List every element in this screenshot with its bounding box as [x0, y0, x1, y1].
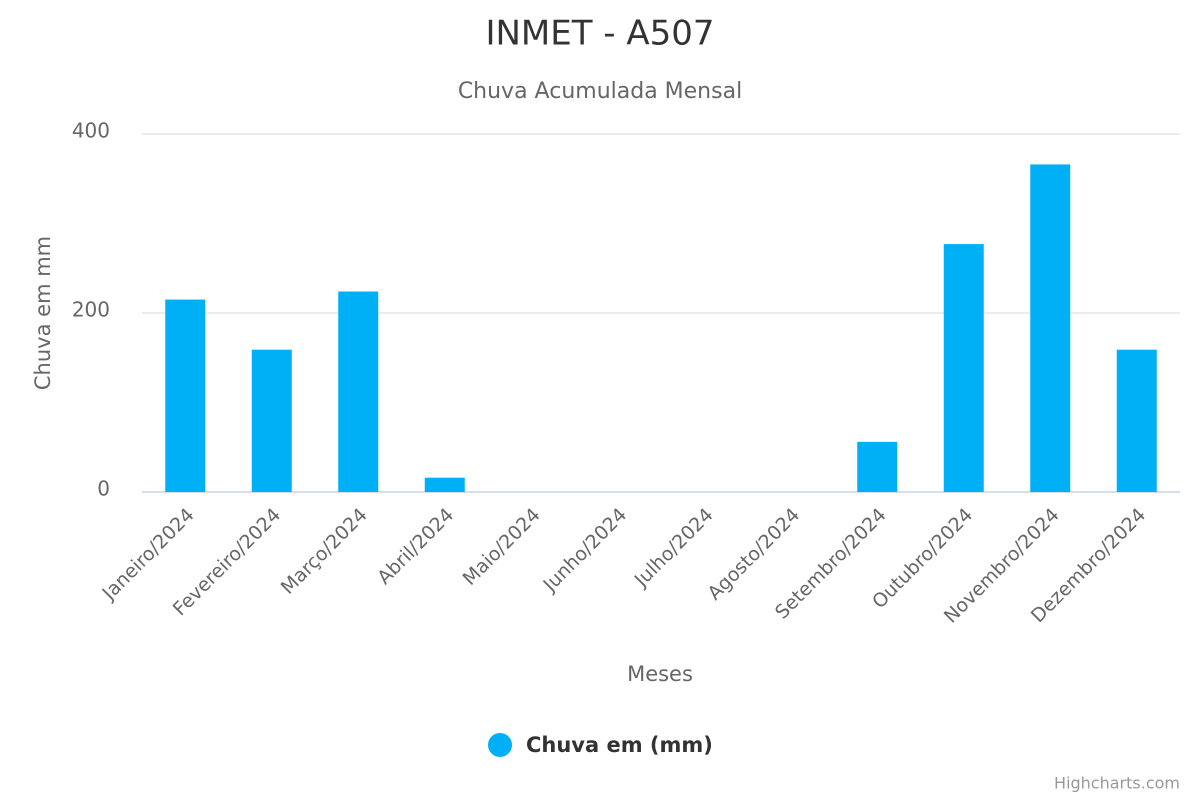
bar	[338, 291, 379, 492]
x-tick-label: Maio/2024	[459, 504, 545, 590]
y-tick-label: 0	[97, 477, 110, 501]
y-axis-title: Chuva em mm	[31, 236, 55, 390]
bar	[424, 477, 465, 492]
x-tick-label: Março/2024	[277, 504, 372, 599]
credits[interactable]: Highcharts.com	[1054, 774, 1180, 793]
x-tick-label: Abril/2024	[373, 504, 458, 589]
y-tick-label: 200	[72, 298, 110, 322]
bar	[251, 349, 292, 492]
x-tick-label: Junho/2024	[538, 504, 631, 597]
bar	[857, 441, 898, 492]
y-tick-label: 400	[72, 119, 110, 143]
bar	[1030, 164, 1071, 492]
bar	[165, 299, 206, 492]
chart-subtitle: Chuva Acumulada Mensal	[458, 79, 742, 104]
x-tick-label: Julho/2024	[630, 504, 718, 592]
legend-label[interactable]: Chuva em (mm)	[526, 733, 713, 757]
x-axis-title: Meses	[627, 662, 693, 686]
legend-marker[interactable]	[488, 733, 512, 757]
bar	[1116, 349, 1157, 492]
bar	[943, 244, 984, 492]
chart-title: INMET - A507	[485, 14, 714, 54]
